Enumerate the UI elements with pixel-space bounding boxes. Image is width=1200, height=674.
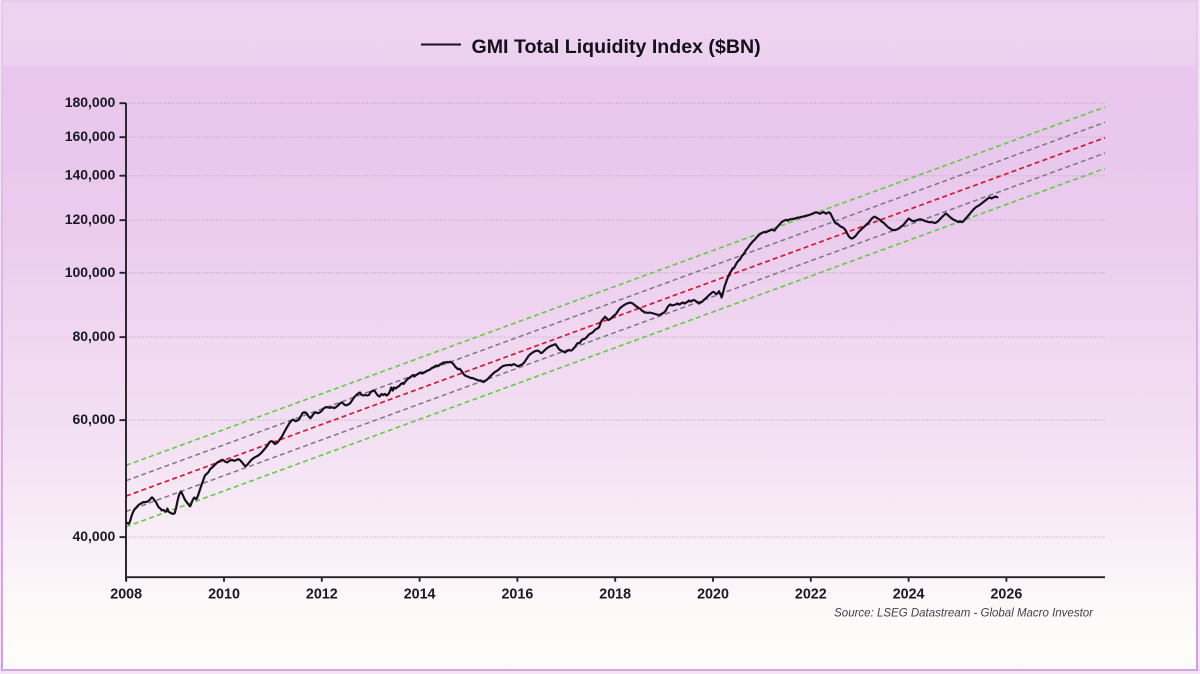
- svg-text:80,000: 80,000: [72, 328, 115, 344]
- svg-text:40,000: 40,000: [72, 528, 115, 544]
- svg-text:2010: 2010: [208, 587, 240, 603]
- svg-text:2024: 2024: [893, 587, 925, 603]
- svg-text:2014: 2014: [404, 587, 436, 603]
- svg-text:Source: LSEG Datastream - Glob: Source: LSEG Datastream - Global Macro I…: [834, 608, 1094, 620]
- svg-text:160,000: 160,000: [65, 128, 116, 144]
- svg-text:2008: 2008: [110, 587, 142, 603]
- svg-text:100,000: 100,000: [65, 264, 116, 280]
- svg-text:2022: 2022: [795, 587, 827, 603]
- svg-text:120,000: 120,000: [65, 211, 116, 227]
- svg-text:2012: 2012: [306, 587, 338, 603]
- svg-text:140,000: 140,000: [65, 167, 116, 183]
- svg-text:2018: 2018: [599, 587, 631, 603]
- svg-text:2020: 2020: [697, 587, 729, 603]
- svg-text:180,000: 180,000: [65, 94, 116, 110]
- svg-text:2026: 2026: [990, 587, 1022, 603]
- svg-text:GMI Total Liquidity Index ($BN: GMI Total Liquidity Index ($BN): [472, 36, 761, 58]
- svg-text:2016: 2016: [501, 587, 533, 603]
- svg-text:60,000: 60,000: [72, 411, 115, 427]
